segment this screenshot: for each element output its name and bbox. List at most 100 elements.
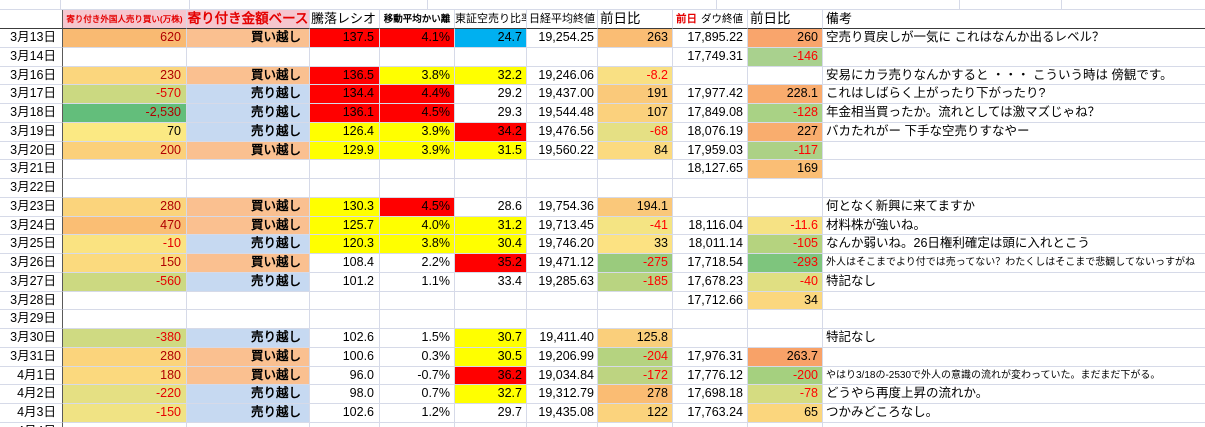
cell-dow-close[interactable]: 18,076.19 [673, 122, 748, 142]
cell-dow-close[interactable]: 17,849.08 [673, 104, 748, 123]
cell-foreign-shares[interactable]: -570 [63, 85, 187, 104]
cell-remarks[interactable]: これはしばらく上がったり下がったり? [823, 85, 1205, 104]
cell-nikkei-change[interactable] [598, 47, 673, 67]
cell-dow-close[interactable] [673, 179, 748, 198]
cell-dow-change[interactable]: 34 [748, 291, 823, 311]
cell-nikkei-close[interactable] [527, 422, 598, 427]
cell-ma-divergence[interactable]: 3.8% [380, 66, 455, 86]
cell-foreign-shares[interactable]: -150 [63, 404, 187, 423]
cell-amount-base[interactable] [187, 47, 310, 67]
cell-foreign-shares[interactable]: -10 [63, 235, 187, 254]
cell-dow-change[interactable] [748, 197, 823, 217]
cell-date[interactable]: 4月4日 [0, 422, 63, 427]
cell-remarks[interactable] [823, 423, 1205, 427]
cell-nikkei-change[interactable]: 194.1 [598, 197, 673, 217]
cell-short-ratio[interactable]: 29.7 [455, 404, 527, 423]
cell-remarks[interactable]: 外人はそこまでより付では売ってない？わたくしはそこまで悲観してないっすがね [823, 254, 1205, 273]
cell-date[interactable]: 3月18日 [0, 104, 63, 123]
cell-ma-divergence[interactable]: 3.9% [380, 122, 455, 142]
cell-amount-base[interactable]: 買い越し [187, 216, 310, 236]
header-date[interactable] [0, 10, 63, 29]
cell-date[interactable]: 3月13日 [0, 29, 63, 48]
cell-foreign-shares[interactable] [63, 310, 187, 329]
cell-amount-base[interactable]: 売り越し [187, 104, 310, 123]
cell-ma-divergence[interactable]: 1.5% [380, 329, 455, 348]
cell-foreign-shares[interactable]: 200 [63, 141, 187, 161]
cell-short-ratio[interactable]: 28.6 [455, 197, 527, 217]
cell-foreign-shares[interactable]: 180 [63, 366, 187, 386]
cell-amount-base[interactable] [187, 422, 310, 427]
cell-short-ratio[interactable]: 31.2 [455, 216, 527, 236]
cell-short-ratio[interactable] [455, 47, 527, 67]
cell-short-ratio[interactable]: 30.5 [455, 347, 527, 367]
cell-dow-close[interactable]: 18,127.65 [673, 160, 748, 179]
cell-nikkei-close[interactable]: 19,746.20 [527, 235, 598, 254]
cell-foreign-shares[interactable] [63, 47, 187, 67]
cell-updown-ratio[interactable]: 136.5 [310, 66, 380, 86]
cell-dow-close[interactable] [673, 66, 748, 86]
cell-remarks[interactable]: 特記なし [823, 273, 1205, 292]
cell-short-ratio[interactable]: 29.2 [455, 85, 527, 104]
cell-foreign-shares[interactable]: -380 [63, 329, 187, 348]
header-dow-change[interactable]: 前日比 [748, 10, 823, 29]
cell-updown-ratio[interactable]: 137.5 [310, 29, 380, 48]
cell-nikkei-close[interactable]: 19,560.22 [527, 141, 598, 161]
cell-amount-base[interactable]: 買い越し [187, 254, 310, 273]
cell-date[interactable]: 3月20日 [0, 141, 63, 161]
cell-amount-base[interactable] [187, 310, 310, 329]
cell-dow-close[interactable]: 17,976.31 [673, 347, 748, 367]
cell-amount-base[interactable]: 売り越し [187, 85, 310, 104]
cell-short-ratio[interactable]: 32.2 [455, 66, 527, 86]
cell-nikkei-change[interactable]: -68 [598, 122, 673, 142]
cell-remarks[interactable] [823, 348, 1205, 367]
cell-amount-base[interactable]: 買い越し [187, 347, 310, 367]
cell-nikkei-close[interactable] [527, 179, 598, 198]
cell-updown-ratio[interactable] [310, 47, 380, 67]
cell-date[interactable]: 3月16日 [0, 66, 63, 86]
cell-ma-divergence[interactable]: 4.5% [380, 104, 455, 123]
cell-dow-change[interactable]: -200 [748, 366, 823, 386]
cell-remarks[interactable]: つかみどころなし。 [823, 404, 1205, 423]
cell-remarks[interactable]: 何となく新興に来てますか [823, 198, 1205, 217]
cell-dow-close[interactable] [673, 197, 748, 217]
cell-ma-divergence[interactable]: 3.8% [380, 235, 455, 254]
cell-ma-divergence[interactable] [380, 47, 455, 67]
cell-dow-change[interactable]: -78 [748, 385, 823, 404]
cell-foreign-shares[interactable]: 70 [63, 122, 187, 142]
cell-ma-divergence[interactable] [380, 422, 455, 427]
cell-date[interactable]: 3月27日 [0, 272, 63, 292]
cell-foreign-shares[interactable]: 280 [63, 197, 187, 217]
cell-dow-change[interactable]: 227 [748, 122, 823, 142]
cell-nikkei-change[interactable]: 107 [598, 104, 673, 123]
cell-dow-change[interactable]: -11.6 [748, 216, 823, 236]
cell-foreign-shares[interactable] [63, 291, 187, 311]
header-updown-ratio[interactable]: 騰落レシオ [310, 10, 380, 29]
cell-updown-ratio[interactable]: 102.6 [310, 329, 380, 348]
cell-foreign-shares[interactable]: -220 [63, 385, 187, 404]
cell-nikkei-close[interactable]: 19,544.48 [527, 104, 598, 123]
cell-dow-change[interactable]: 260 [748, 29, 823, 48]
cell-amount-base[interactable] [187, 179, 310, 198]
header-dow-close[interactable]: 前日 ダウ終値 [673, 10, 748, 29]
cell-foreign-shares[interactable] [63, 160, 187, 179]
cell-date[interactable]: 3月19日 [0, 122, 63, 142]
cell-short-ratio[interactable]: 31.5 [455, 141, 527, 161]
cell-remarks[interactable]: バカたれがー 下手な空売りすなやー [823, 123, 1205, 142]
cell-short-ratio[interactable] [455, 160, 527, 179]
cell-date[interactable]: 4月1日 [0, 366, 63, 386]
cell-remarks[interactable]: なんか弱いね。26日権利確定は頭に入れとこう [823, 235, 1205, 254]
header-short-ratio[interactable]: 東証空売り比率 [455, 10, 527, 29]
cell-nikkei-change[interactable]: -41 [598, 216, 673, 236]
cell-date[interactable]: 4月3日 [0, 404, 63, 423]
cell-ma-divergence[interactable] [380, 179, 455, 198]
cell-nikkei-close[interactable]: 19,471.12 [527, 254, 598, 273]
cell-short-ratio[interactable]: 32.7 [455, 385, 527, 404]
cell-ma-divergence[interactable]: 4.0% [380, 216, 455, 236]
cell-nikkei-change[interactable]: -172 [598, 366, 673, 386]
cell-updown-ratio[interactable]: 136.1 [310, 104, 380, 123]
cell-ma-divergence[interactable]: -0.7% [380, 366, 455, 386]
cell-remarks[interactable]: 特記なし [823, 329, 1205, 348]
cell-updown-ratio[interactable]: 96.0 [310, 366, 380, 386]
cell-dow-close[interactable]: 17,712.66 [673, 291, 748, 311]
cell-ma-divergence[interactable] [380, 160, 455, 179]
